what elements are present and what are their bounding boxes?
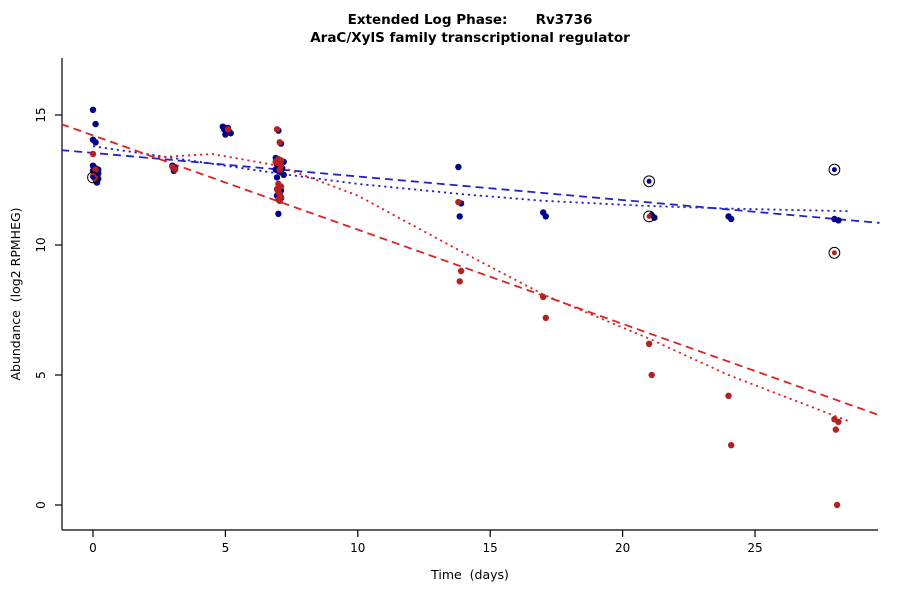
data-point-red-series [273,126,281,133]
data-point-red-series [835,418,842,425]
data-point-red-series [455,198,462,206]
data-point-blue-series [542,213,549,220]
x-axis-label: Time (days) [430,567,509,582]
x-tick-label: 20 [615,541,630,555]
data-point-blue-series [92,120,99,128]
x-tick-label: 10 [350,541,365,555]
data-point-red-series [725,392,732,399]
data-point-blue-series [275,210,282,217]
trend-line-blue-dashed-linear-fit [61,149,880,224]
flagged-point-ring [828,163,841,176]
x-tick-label: 5 [222,541,230,555]
flagged-point-dot [646,213,652,219]
flagged-point-ring [643,210,655,223]
y-tick-label: 0 [34,501,48,509]
data-point-red-series [92,166,99,173]
flagged-point-dot [90,174,96,180]
flagged-point-ring [643,175,655,188]
data-point-red-series [456,278,463,285]
data-point-blue-series [455,163,462,171]
trend-line-red-dashed-linear-fit [60,123,880,417]
data-point-red-series [224,126,232,133]
trend-line-red-dotted-smooth-fit [145,153,851,423]
data-point-blue-series [835,217,842,224]
data-point-red-series [832,426,839,433]
data-point-red-series [833,501,841,509]
flagged-point-dot [831,250,837,256]
data-point-red-series [89,150,97,158]
data-point-blue-series [222,131,229,138]
data-point-blue-series [728,215,735,223]
data-point-blue-series [89,106,97,114]
data-point-red-series [276,197,283,204]
y-tick-label: 10 [34,237,48,252]
data-point-blue-series [92,139,99,146]
data-point-blue-series [280,171,287,178]
x-tick-label: 15 [483,541,498,555]
chart-title: Extended Log Phase: Rv3736 [348,12,593,28]
data-point-red-series [540,293,547,301]
data-point-red-series [276,139,283,146]
y-axis-label: Abundance (log2 RPMHEG) [8,207,23,380]
data-point-red-series [171,166,179,173]
flagged-point-dot [831,167,837,173]
data-point-blue-series [273,174,281,181]
plot-area: 0 5 10 15 20 25 0 5 10 15 [34,58,880,555]
data-point-red-series [645,340,653,347]
flagged-point-ring [828,246,841,259]
data-point-red-series [648,371,655,379]
trend-line-blue-dotted-smooth-fit [92,145,851,213]
data-point-red-series [542,314,549,321]
flagged-point-ring [87,171,99,184]
data-point-red-series [728,442,735,449]
data-point-red-series [457,267,465,275]
y-tick-label: 5 [34,371,48,379]
x-tick-label: 0 [89,541,97,555]
data-point-blue-series [456,213,463,220]
chart-subtitle: AraC/XylS family transcriptional regulat… [310,30,630,46]
data-point-red-series [276,166,283,173]
flagged-point-dot [646,178,652,184]
y-tick-label: 15 [34,107,48,122]
x-tick-label: 25 [747,541,762,555]
